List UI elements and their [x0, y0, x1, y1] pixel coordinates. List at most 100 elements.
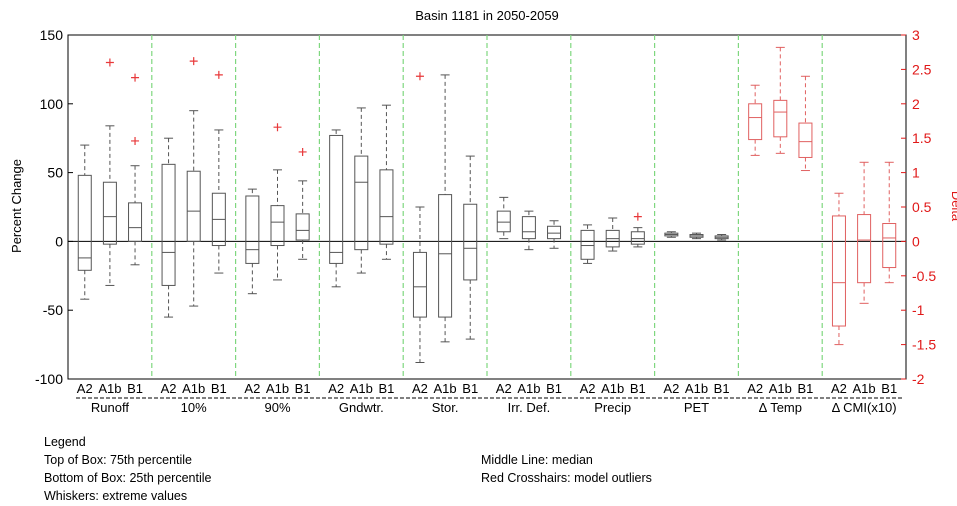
scenario-label: A2 [244, 381, 260, 396]
y-axis-label-left: Percent Change [9, 159, 24, 253]
scenario-label: A1b [601, 381, 624, 396]
scenario-label: A2 [663, 381, 679, 396]
outlier-marker [633, 212, 642, 221]
group-label: Stor. [432, 400, 459, 415]
scenario-label: A1b [182, 381, 205, 396]
scenario-label: B1 [546, 381, 562, 396]
group-label: 10% [181, 400, 207, 415]
y-tick-label-right: -0.5 [912, 268, 936, 284]
y-tick-label-right: 2 [912, 96, 920, 112]
scenario-label: A2 [77, 381, 93, 396]
scenario-label: A1b [350, 381, 373, 396]
box [295, 213, 310, 241]
y-tick-label-right: -1.5 [912, 337, 936, 353]
legend-middle-line: Middle Line: median [481, 453, 593, 467]
box [354, 155, 369, 251]
scenario-label: B1 [211, 381, 227, 396]
legend-whiskers: Whiskers: extreme values [44, 489, 188, 503]
legend-right: Middle Line: median Red Crosshairs: mode… [481, 451, 652, 487]
box [857, 214, 872, 284]
scenario-label: A1b [769, 381, 792, 396]
y-tick-label-right: 0 [912, 233, 920, 249]
box [831, 215, 846, 327]
y-tick-label-left: 50 [47, 165, 63, 181]
plot-area: -100 -50 0 50 100 150 -2 -1.5 -1 -0.5 0 0.5 1 1.5 2 2.5… [35, 27, 936, 415]
scenario-label: B1 [378, 381, 394, 396]
legend-bottom-of-box: Bottom of Box: 25th percentile [44, 471, 212, 485]
box [547, 225, 562, 240]
box [102, 181, 117, 245]
y-tick-label-left: -50 [43, 302, 63, 318]
box [379, 169, 394, 245]
group-label: Irr. Def. [508, 400, 551, 415]
outlier-marker [105, 58, 114, 67]
y-tick-label-left: 0 [55, 233, 63, 249]
scenario-label: A1b [98, 381, 121, 396]
box [748, 103, 763, 141]
box [77, 174, 92, 271]
scenario-label: A2 [496, 381, 512, 396]
outlier-marker [131, 73, 140, 82]
scenario-label: B1 [630, 381, 646, 396]
outlier-marker [189, 57, 198, 66]
y-tick-label-right: 0.5 [912, 199, 932, 215]
box [496, 210, 511, 233]
scenario-label: A2 [580, 381, 596, 396]
group-label: Gndwtr. [339, 400, 384, 415]
legend-top-of-box: Top of Box: 75th percentile [44, 453, 193, 467]
outlier-marker [131, 136, 140, 145]
box [630, 231, 645, 245]
outlier-marker [415, 72, 424, 81]
y-axis-label-right: Delta [949, 191, 957, 222]
box [463, 203, 478, 281]
y-tick-label-right: 3 [912, 27, 920, 43]
box [521, 216, 536, 240]
group-label: PET [684, 400, 709, 415]
box [580, 229, 595, 260]
group-label: Precip [594, 400, 631, 415]
chart-title: Basin 1181 in 2050-2059 [415, 8, 559, 23]
scenario-label: A2 [328, 381, 344, 396]
scenario-label: A1b [266, 381, 289, 396]
y-tick-label-right: -1 [912, 302, 925, 318]
scenario-label: B1 [714, 381, 730, 396]
outlier-marker [214, 70, 223, 79]
boxplot-chart: Basin 1181 in 2050-2059 Percent Change D… [9, 8, 957, 415]
legend-left: Legend Top of Box: 75th percentile Botto… [44, 433, 211, 505]
outlier-marker [273, 123, 282, 132]
y-tick-label-right: 2.5 [912, 61, 932, 77]
y-tick-label-right: 1.5 [912, 130, 932, 146]
scenario-label: B1 [295, 381, 311, 396]
box [438, 194, 453, 318]
box [798, 122, 813, 158]
box [773, 99, 788, 138]
scenario-label: A1b [434, 381, 457, 396]
group-label: 90% [264, 400, 290, 415]
scenario-label: A1b [685, 381, 708, 396]
scenario-label: B1 [127, 381, 143, 396]
scenario-label: A1b [517, 381, 540, 396]
outlier-marker [298, 147, 307, 156]
y-tick-label-left: 150 [40, 27, 64, 43]
box [186, 170, 201, 242]
group-label: Δ CMI(x10) [832, 400, 897, 415]
group-label: Runoff [91, 400, 129, 415]
y-tick-label-left: -100 [35, 371, 63, 387]
box [270, 205, 285, 247]
box [329, 134, 344, 264]
legend-heading: Legend [44, 435, 86, 449]
y-tick-label-right: 1 [912, 165, 920, 181]
scenario-label: A1b [853, 381, 876, 396]
box [245, 195, 260, 264]
scenario-label: A2 [161, 381, 177, 396]
scenario-label: B1 [462, 381, 478, 396]
box [161, 163, 176, 286]
scenario-label: A2 [412, 381, 428, 396]
scenario-label: A2 [747, 381, 763, 396]
y-tick-label-left: 100 [40, 96, 64, 112]
scenario-label: A2 [831, 381, 847, 396]
scenario-label: B1 [797, 381, 813, 396]
scenario-label: B1 [881, 381, 897, 396]
box [412, 251, 427, 318]
box [128, 202, 143, 242]
